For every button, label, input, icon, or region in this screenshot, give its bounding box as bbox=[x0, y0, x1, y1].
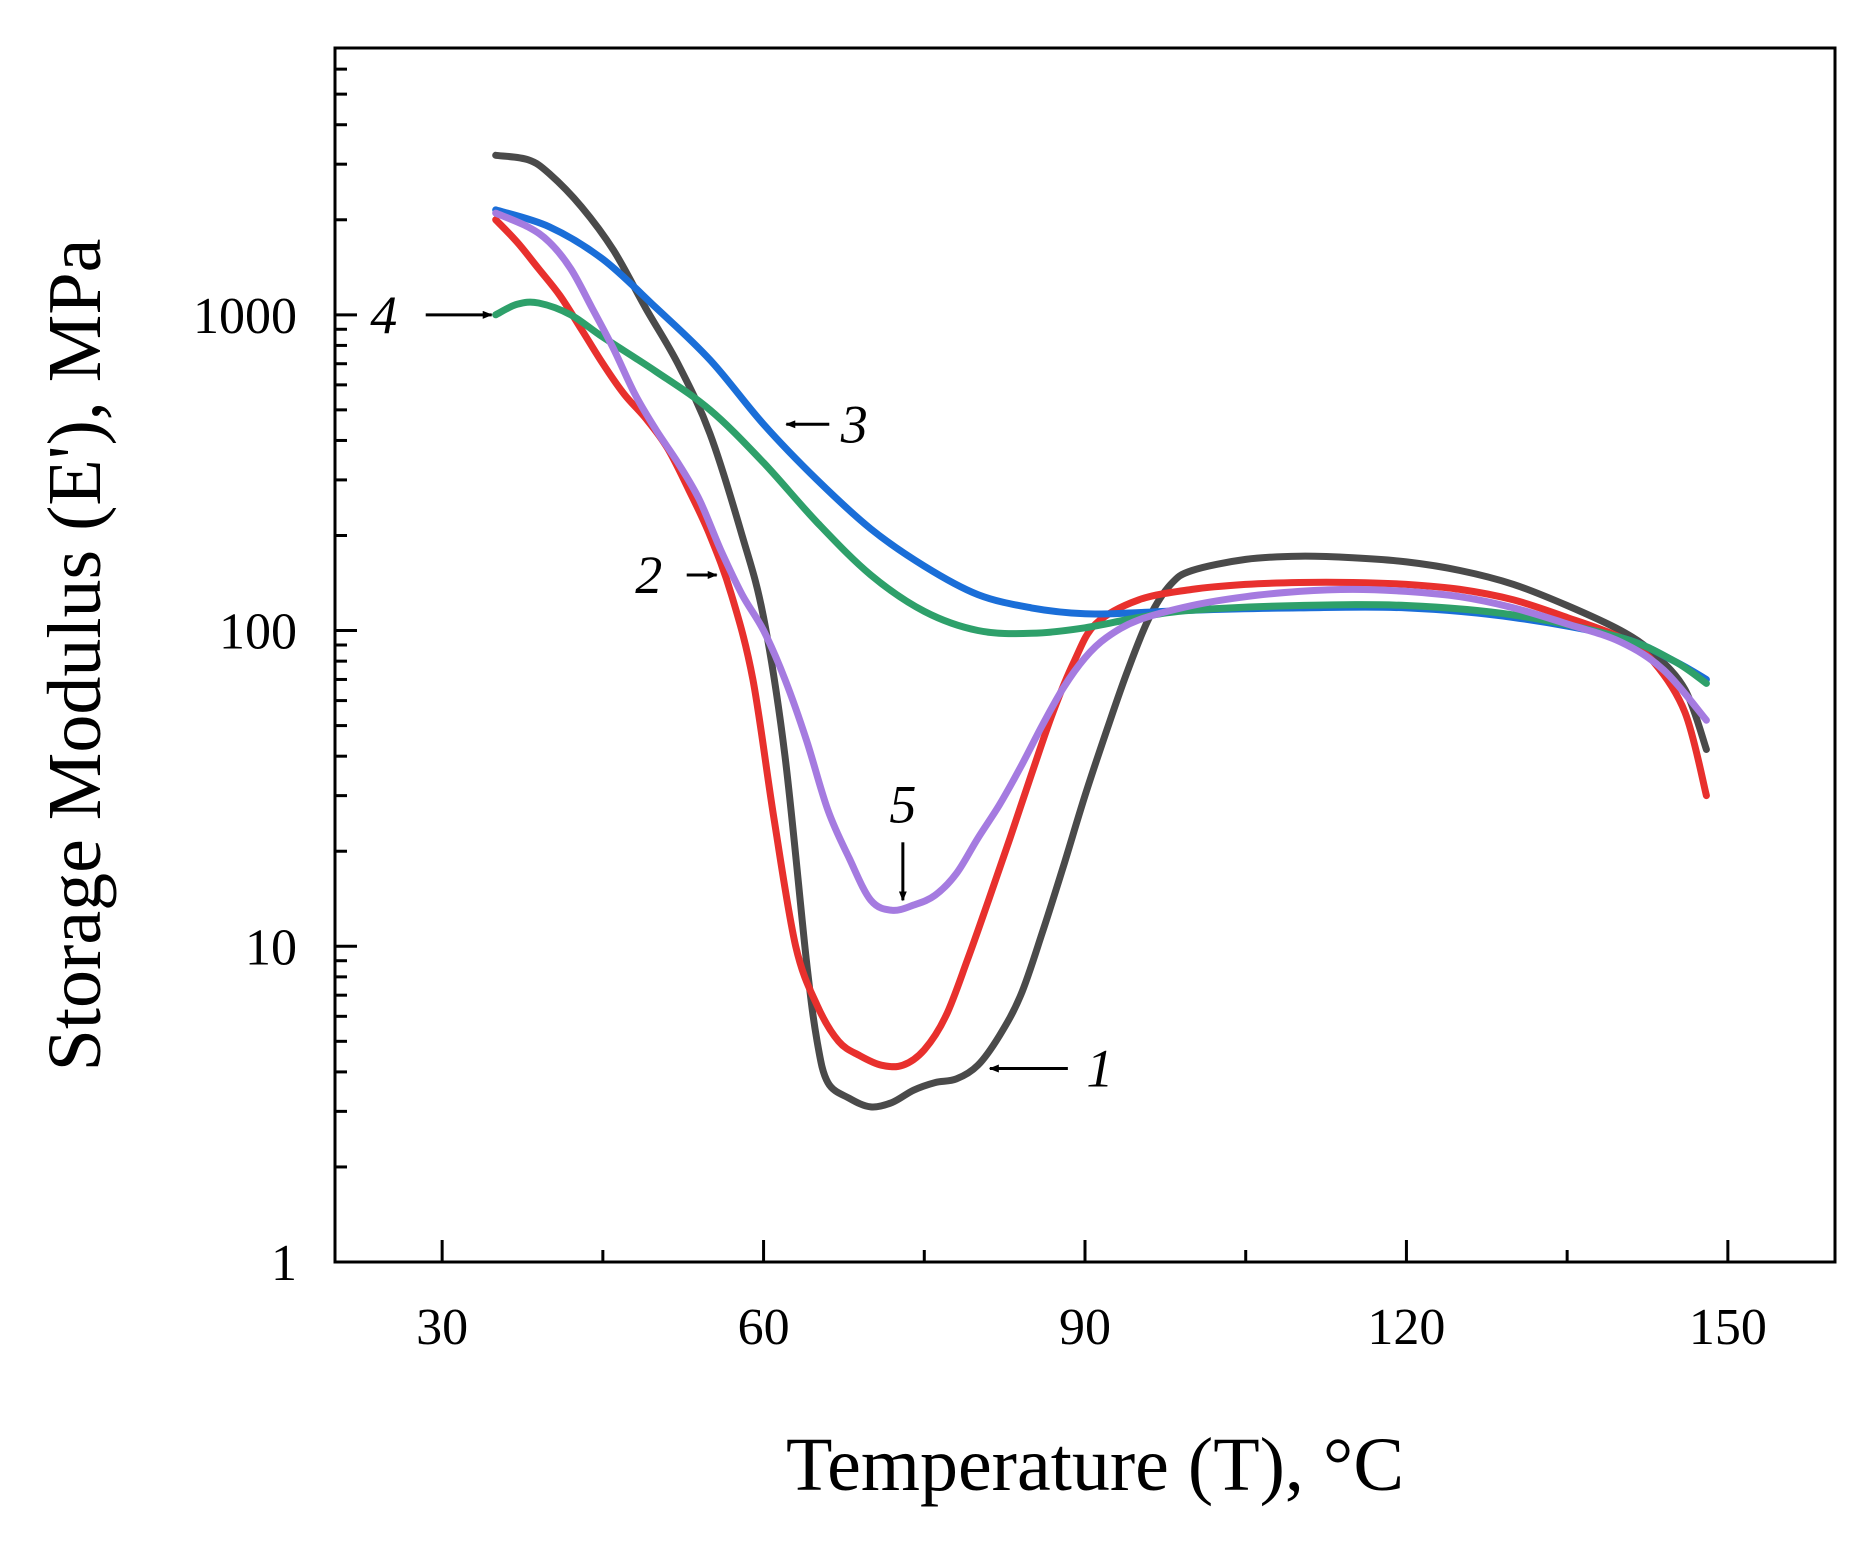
curve-label-4: 4 bbox=[370, 285, 397, 345]
x-tick-label-30: 30 bbox=[416, 1299, 468, 1356]
y-axis-title: Storage Modulus (E'), MPa bbox=[33, 239, 117, 1072]
series-line-1 bbox=[492, 151, 1710, 1111]
curve-label-3: 3 bbox=[840, 394, 868, 454]
curve-label-2: 2 bbox=[635, 545, 662, 605]
axes-group: 30 60 90 120 150 1 10 100 1000 bbox=[193, 46, 1837, 1356]
y-tick-label-1: 1 bbox=[271, 1235, 297, 1292]
x-tick-label-150: 150 bbox=[1689, 1299, 1767, 1356]
x-tick-label-90: 90 bbox=[1059, 1299, 1111, 1356]
annotations-group: 1 2 3 4 5 bbox=[370, 285, 1113, 1099]
curve-label-1: 1 bbox=[1086, 1039, 1113, 1099]
x-tick-label-120: 120 bbox=[1367, 1299, 1445, 1356]
y-tick-label-100: 100 bbox=[219, 604, 297, 661]
x-axis-title: Temperature (T), °C bbox=[786, 1423, 1404, 1507]
series-line-4 bbox=[492, 298, 1710, 687]
series-line-5 bbox=[492, 209, 1710, 914]
x-tick-label-60: 60 bbox=[738, 1299, 790, 1356]
y-tick-label-1000: 1000 bbox=[193, 288, 297, 345]
series-group bbox=[492, 151, 1710, 1111]
curve-label-5: 5 bbox=[889, 774, 916, 834]
y-tick-label-10: 10 bbox=[245, 919, 297, 976]
